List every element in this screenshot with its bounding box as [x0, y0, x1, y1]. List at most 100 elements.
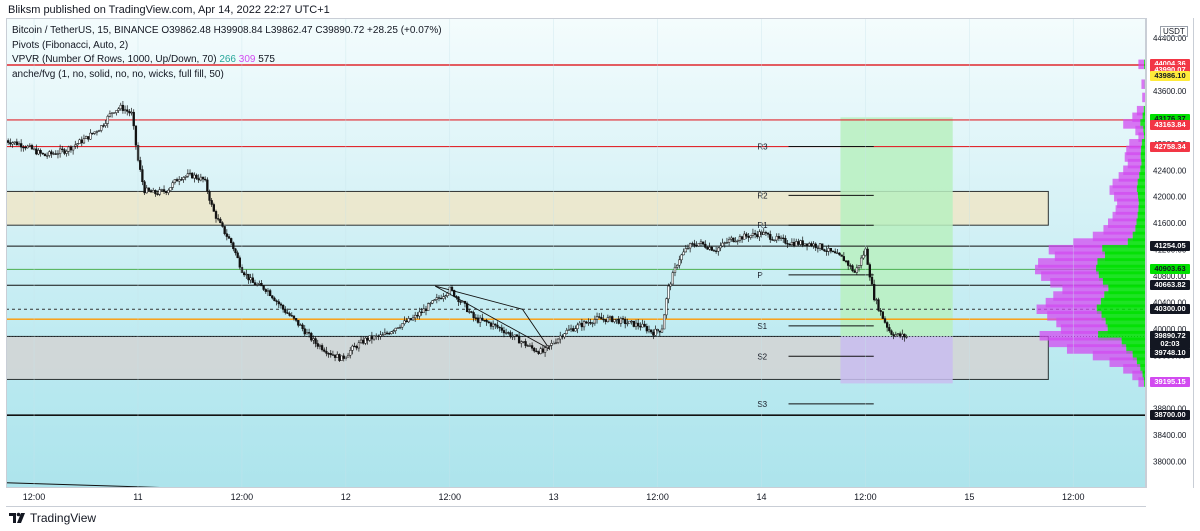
candle-body	[258, 283, 261, 285]
candle-body	[745, 233, 748, 237]
candle-body	[699, 241, 703, 244]
candle-body	[881, 311, 884, 319]
candle-body	[563, 333, 566, 338]
vp-down-bar	[1138, 377, 1145, 387]
candle-body	[695, 245, 698, 247]
candle-body	[650, 329, 653, 333]
target-zone	[840, 117, 953, 337]
vpvr-total: 575	[258, 54, 275, 65]
price-tick: 44400.00	[1153, 34, 1187, 43]
vp-down-bar	[1092, 231, 1133, 242]
candle-body	[663, 314, 666, 330]
vp-up-bar	[1105, 317, 1146, 328]
candle-body	[184, 176, 187, 178]
candle-body	[868, 264, 871, 278]
vpvr-down-count: 309	[238, 54, 256, 65]
candle-body	[165, 191, 168, 194]
vp-up-bar	[1132, 231, 1146, 242]
symbol-line[interactable]: Bitcoin / TetherUS, 15, BINANCE O39862.4…	[12, 25, 442, 36]
candle-body	[758, 231, 761, 238]
candle-body	[814, 243, 817, 248]
pivots-indicator[interactable]: Pivots (Fibonacci, Auto, 2)	[12, 39, 129, 51]
candle-body	[645, 326, 648, 332]
time-tick: 11	[133, 492, 143, 502]
vpvr-indicator[interactable]: VPVR (Number Of Rows, 1000, Up/Down, 70)…	[12, 53, 442, 68]
candle-body	[191, 172, 194, 179]
price-chart[interactable]: R3 R2 R1 P S1 S2 S3	[6, 18, 1146, 488]
candle-body	[104, 123, 107, 127]
candle-body	[253, 282, 257, 286]
candle-body	[481, 317, 484, 321]
candle-body	[180, 179, 183, 181]
currency-label[interactable]: USDT	[1160, 26, 1188, 37]
candle-body	[266, 290, 270, 292]
candle-body	[123, 109, 127, 111]
candle-body	[409, 318, 413, 321]
candle-body	[193, 174, 196, 179]
candle-body	[128, 111, 131, 114]
candle-body	[433, 299, 436, 301]
vp-up-bar	[1140, 152, 1146, 162]
candle-body	[524, 341, 527, 346]
vp-up-bar	[1136, 357, 1146, 367]
vp-up-bar	[1143, 125, 1146, 136]
candle-body	[611, 316, 614, 323]
candle-body	[407, 318, 410, 323]
vp-up-bar	[1096, 304, 1146, 315]
candle-body	[17, 143, 21, 146]
candle-body	[829, 248, 833, 252]
vp-down-bar	[1073, 238, 1128, 248]
candle-body	[100, 125, 103, 131]
candle-body	[860, 257, 863, 266]
candle-body	[175, 179, 179, 182]
candle-body	[368, 335, 371, 341]
time-axis[interactable]: 12:00 11 12:00 12 12:00 13 12:00 14 12:00 15 12:00	[6, 488, 1146, 507]
candle-body	[543, 347, 547, 353]
vp-down-bar	[1114, 191, 1139, 202]
vp-up-bar	[1140, 119, 1146, 129]
vp-down-bar	[1109, 185, 1137, 195]
candle-body	[65, 151, 68, 154]
candle-body	[723, 242, 726, 244]
candle-body	[749, 235, 752, 238]
candle-body	[747, 236, 750, 238]
candle-body	[533, 347, 536, 352]
candle-body	[201, 176, 205, 180]
anche-indicator[interactable]: anche/fvg (1, no, solid, no, no, wicks, …	[12, 68, 224, 80]
candle-body	[444, 295, 447, 297]
candle-body	[790, 241, 794, 245]
vp-up-bar	[1141, 158, 1146, 169]
candle-body	[604, 319, 607, 322]
vp-down-bar	[1123, 165, 1141, 176]
vp-down-bar	[1115, 205, 1139, 215]
price-tick: 38800.00	[1153, 405, 1187, 414]
candle-body	[357, 342, 361, 349]
candle-body	[121, 104, 125, 111]
chart-plot-area[interactable]: R3 R2 R1 P S1 S2 S3	[6, 18, 1146, 488]
candle-body	[336, 354, 339, 358]
candle-body	[688, 243, 692, 249]
candle-body	[797, 241, 800, 245]
stop-zone	[840, 336, 953, 384]
candle-body	[67, 146, 70, 152]
vp-up-bar	[1143, 105, 1146, 116]
candle-body	[630, 320, 633, 323]
candle-body	[801, 240, 804, 246]
candle-body	[803, 243, 807, 246]
candle-body	[102, 125, 105, 127]
vp-down-bar	[1132, 112, 1143, 123]
candle-body	[245, 273, 248, 276]
candle-body	[600, 317, 603, 320]
vp-up-bar	[1098, 330, 1146, 341]
candle-body	[379, 334, 382, 337]
candle-body	[388, 333, 391, 335]
candle-body	[496, 324, 499, 328]
candle-body	[691, 243, 694, 245]
candle-body	[628, 320, 631, 324]
candle-body	[894, 334, 897, 337]
candle-body	[608, 316, 612, 318]
candle-body	[511, 336, 514, 338]
vp-up-bar	[1107, 324, 1146, 334]
candle-body	[169, 187, 172, 191]
candle-body	[372, 335, 376, 340]
